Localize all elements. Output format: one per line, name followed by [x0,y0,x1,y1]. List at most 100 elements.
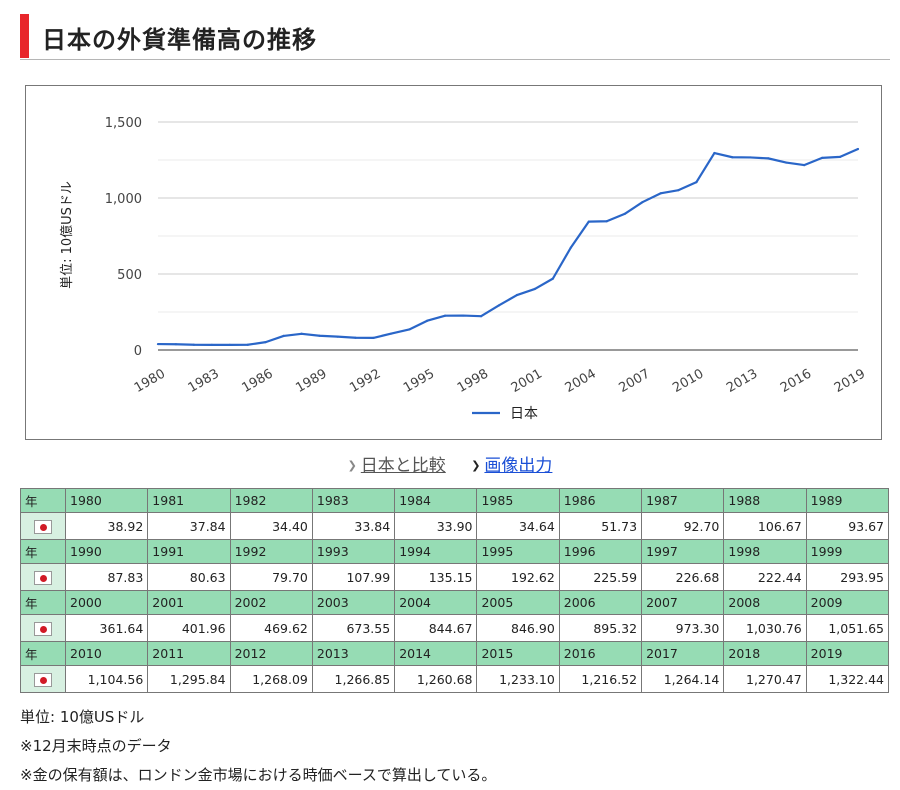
x-tick-label: 1986 [240,366,276,396]
year-cell: 1983 [311,488,396,513]
y-tick-label: 1,000 [105,192,142,207]
x-tick-label: 1998 [455,366,491,396]
value-row: 1,104.56 1,295.84 1,268.09 1,266.85 1,260.68… [20,665,890,693]
data-point [174,343,178,346]
value-cell: 673.55 [311,614,396,642]
value-cell: 469.62 [229,614,313,642]
notes: 単位: 10億USドル ※12月末時点のデータ ※金の保有額は、ロンドン金市場に… [20,703,496,790]
year-cell: 1985 [476,488,560,513]
data-point [318,334,321,337]
data-point [497,304,501,307]
year-row: 年 2000 2001 2002 2003 2004 2005 2006 2007 2008 200… [20,590,890,615]
value-row: 38.92 37.84 34.40 33.84 33.90 34.64 51.73 92.70… [20,512,890,540]
compare-link[interactable]: 日本と比較 [360,456,446,476]
data-point [282,334,285,338]
x-tick-label: 2004 [563,366,599,396]
japan-flag-icon [34,570,52,585]
year-cell: 2016 [558,641,643,666]
x-tick-label: 1983 [186,366,222,396]
year-cell: 2001 [147,590,231,615]
year-cell: 2009 [805,590,890,615]
value-cell: 107.99 [311,563,396,591]
year-cell: 2000 [64,590,149,615]
image-export-link[interactable]: 画像出力 [484,456,553,476]
x-tick-label: 2016 [778,366,814,396]
year-row: 年 1980 1981 1982 1983 1984 1985 1986 1987 1988 198… [20,488,890,513]
x-tick-label: 1980 [132,366,168,396]
value-cell: 38.92 [64,512,149,540]
year-cell: 1989 [805,488,890,513]
data-point [641,200,644,204]
flag-cell [20,512,66,540]
value-cell: 192.62 [476,563,560,591]
value-cell: 361.64 [64,614,149,642]
x-tick-label: 2010 [670,366,706,396]
value-cell: 844.67 [394,614,478,642]
value-cell: 1,322.44 [805,665,890,693]
year-cell: 1992 [229,539,313,564]
data-point [551,277,554,280]
year-cell: 1994 [394,539,478,564]
year-cell: 1990 [64,539,149,564]
value-cell: 80.63 [147,563,231,591]
y-tick-label: 500 [117,268,142,283]
value-cell: 37.84 [147,512,231,540]
page-header: 日本の外貨準備高の推移 [20,14,890,60]
data-point [731,156,734,159]
year-cell: 2010 [64,641,149,666]
data-point [749,156,752,159]
data-point [515,293,519,297]
data-point [767,157,770,160]
year-cell: 2013 [311,641,396,666]
year-cell: 2007 [641,590,725,615]
value-cell: 106.67 [723,512,807,540]
data-point [336,335,339,338]
data-point [408,328,411,331]
x-tick-label: 2001 [509,366,545,396]
value-cell: 222.44 [723,563,807,591]
year-cell: 1987 [641,488,725,513]
year-row: 年 1990 1991 1992 1993 1994 1995 1996 1997 1998 199… [20,539,890,564]
data-point [785,161,788,164]
year-cell: 1995 [476,539,560,564]
x-tick-label: 2007 [616,366,652,396]
year-cell: 1982 [229,488,313,513]
value-cell: 34.64 [476,512,560,540]
data-point [444,314,447,317]
value-cell: 1,233.10 [476,665,560,693]
year-cell: 2003 [311,590,396,615]
data-point [210,343,213,346]
year-cell: 1988 [723,488,807,513]
value-row: 87.83 80.63 79.70 107.99 135.15 192.62 225.59 2… [20,563,890,591]
data-point [533,287,537,291]
value-cell: 87.83 [64,563,149,591]
line-chart: 0 500 1,000 1,500 1980 1983 1986 1989 1992 1995 19… [59,116,868,422]
year-cell: 2012 [229,641,313,666]
value-cell: 33.84 [311,512,396,540]
data-point [426,319,429,322]
data-point [695,181,698,184]
year-cell: 1996 [558,539,643,564]
data-point [821,156,824,159]
value-cell: 79.70 [229,563,313,591]
page-title: 日本の外貨準備高の推移 [42,26,317,54]
year-row-label: 年 [20,488,66,513]
value-cell: 33.90 [394,512,478,540]
year-cell: 2014 [394,641,478,666]
y-tick-label: 0 [134,344,142,359]
data-point [803,163,806,167]
value-cell: 1,266.85 [311,665,396,693]
value-cell: 225.59 [558,563,643,591]
value-row: 361.64 401.96 469.62 673.55 844.67 846.90 895.… [20,614,890,642]
value-cell: 1,104.56 [64,665,149,693]
year-cell: 2006 [558,590,643,615]
year-row-label: 年 [20,539,66,564]
data-table: 年 1980 1981 1982 1983 1984 1985 1986 1987 1988 198… [20,488,890,693]
value-cell: 401.96 [147,614,231,642]
series-line-0 [157,147,859,346]
japan-flag-icon [34,621,52,636]
chart-links: ❯ 日本と比較 ❯ 画像出力 [0,451,900,477]
year-row-label: 年 [20,590,66,615]
x-tick-label: 1989 [293,366,329,396]
data-point [659,192,662,195]
